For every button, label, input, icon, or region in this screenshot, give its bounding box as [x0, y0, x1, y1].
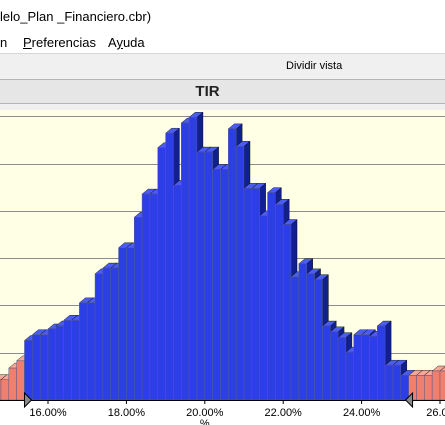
- bar-face: [314, 279, 323, 401]
- bar-face: [141, 193, 151, 401]
- certainty-grabbers: [23, 391, 414, 409]
- bar-face: [345, 351, 355, 401]
- bar-face: [329, 331, 339, 401]
- x-tick-label: 18.00%: [108, 407, 146, 419]
- bar-face: [181, 122, 190, 401]
- chart-title-band: TIR: [0, 79, 445, 104]
- bar-face: [306, 273, 315, 401]
- chart-title: TIR: [195, 83, 220, 100]
- bar-face: [259, 215, 268, 401]
- bar-face: [290, 276, 300, 401]
- bar-face: [110, 267, 119, 401]
- bar-face: [377, 325, 386, 401]
- x-tick-label: 20.00%: [186, 407, 224, 419]
- bar-face: [102, 267, 111, 401]
- bar-face: [361, 334, 370, 401]
- bar-face: [322, 325, 331, 401]
- bar-face: [0, 379, 10, 401]
- bar-face: [431, 370, 441, 401]
- x-tick-label: 26.00: [426, 407, 445, 419]
- bar-face: [24, 340, 33, 401]
- bar-face: [212, 169, 221, 401]
- bar-face: [298, 263, 307, 401]
- bar-face: [235, 146, 245, 401]
- bar-face: [71, 320, 80, 401]
- window-title: lelo_Plan _Financiero.cbr): [0, 9, 152, 24]
- bar-face: [337, 337, 347, 401]
- bar-face: [204, 151, 213, 401]
- bar-face: [39, 334, 49, 401]
- bar-face: [165, 132, 174, 401]
- x-axis-ticks: 16.00% 18.00% 20.00% 22.00% 24.00% 26.00%: [0, 400, 445, 425]
- bar-face: [32, 334, 41, 401]
- bar-face: [173, 185, 182, 401]
- bar-face: [228, 128, 237, 401]
- bar-face: [118, 247, 127, 401]
- histogram-bars: [0, 111, 445, 401]
- bar-face: [55, 325, 64, 401]
- bar-face: [267, 192, 276, 401]
- x-tick-label: 16.00%: [29, 407, 67, 419]
- bar-face: [400, 375, 409, 401]
- x-tick-label: 22.00%: [265, 407, 303, 419]
- bar-face: [47, 328, 57, 401]
- split-view-button[interactable]: Dividir vista: [286, 60, 343, 72]
- menu-item-ayuda[interactable]: Ayuda: [108, 35, 145, 50]
- menu-bar: n Preferencias Ayuda: [0, 33, 445, 53]
- bar-face: [275, 204, 284, 401]
- bar-face: [157, 147, 166, 401]
- left-certainty-grabber[interactable]: [23, 391, 33, 409]
- bar-face: [79, 302, 88, 401]
- bar-face: [424, 375, 433, 401]
- forecast-histogram: 16.00% 18.00% 20.00% 22.00% 24.00% 26.00%: [0, 110, 445, 425]
- bar-face: [243, 188, 253, 401]
- bar-face: [282, 224, 292, 401]
- x-tick-label: 24.00%: [343, 407, 381, 419]
- bar-face: [384, 364, 394, 401]
- bar-face: [133, 217, 143, 401]
- bar-face: [196, 151, 206, 401]
- bar-face: [63, 320, 72, 401]
- bar-face: [16, 360, 25, 401]
- bar-face: [353, 334, 362, 401]
- right-certainty-grabber[interactable]: [404, 391, 414, 409]
- bar-face: [220, 169, 229, 401]
- menu-item-preferencias[interactable]: Preferencias: [23, 35, 96, 50]
- bar-face: [86, 302, 96, 401]
- histogram-bar: [439, 366, 445, 401]
- bar-face: [392, 364, 402, 401]
- title-bar: lelo_Plan _Financiero.cbr): [0, 0, 445, 33]
- bar-top: [439, 366, 445, 372]
- bar-face: [251, 188, 260, 401]
- bar-face: [126, 247, 135, 401]
- menu-item-0[interactable]: n: [0, 35, 8, 50]
- bar-face: [188, 117, 198, 401]
- bar-face: [94, 273, 104, 401]
- x-axis-label: %: [200, 418, 210, 425]
- bar-face: [149, 193, 159, 401]
- bar-face: [439, 370, 445, 401]
- bar-face: [416, 375, 425, 401]
- bar-face: [369, 335, 378, 401]
- toolbar: Dividir vista: [0, 53, 445, 80]
- bar-face: [8, 367, 17, 401]
- chart-top-gap: [0, 104, 445, 110]
